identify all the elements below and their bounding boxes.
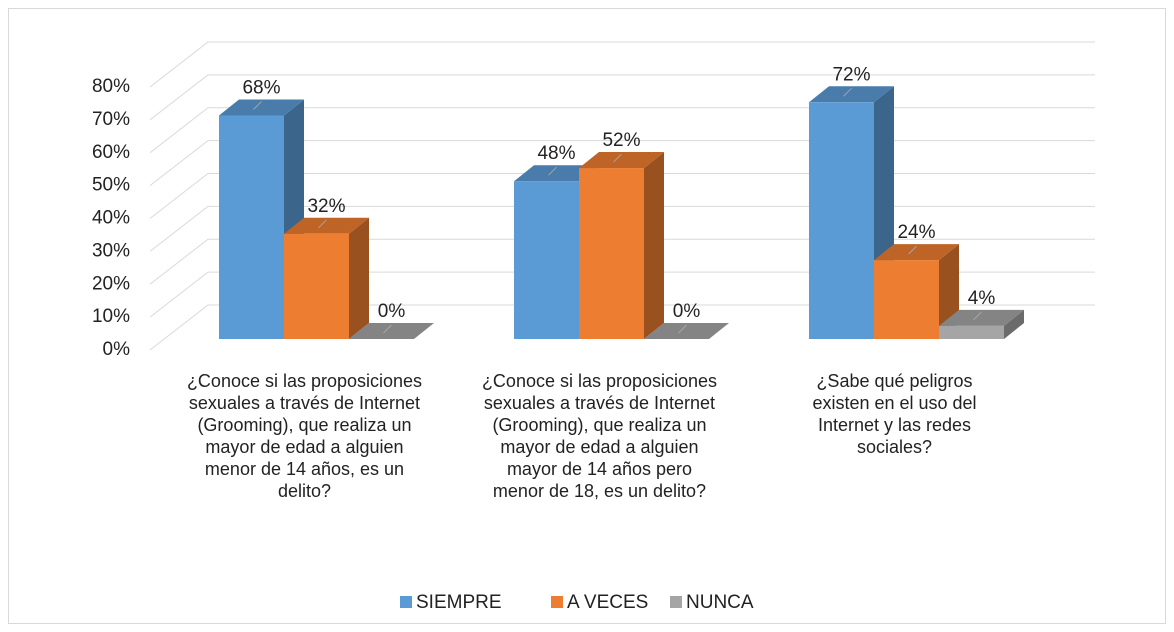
bar-top — [514, 165, 599, 182]
legend-label: SIEMPRE — [416, 592, 502, 613]
bar — [874, 260, 939, 339]
bar — [939, 325, 1004, 339]
data-label: 0% — [378, 301, 406, 322]
grid-line — [149, 41, 1095, 88]
grid-line — [149, 238, 1095, 285]
label-leader — [318, 219, 327, 229]
y-tick-label: 30% — [92, 240, 130, 261]
y-tick-label: 0% — [103, 339, 131, 360]
y-tick-label: 70% — [92, 109, 130, 130]
bar-top — [579, 152, 664, 169]
legend-swatch — [400, 596, 412, 608]
y-tick-label: 60% — [92, 142, 130, 163]
bar — [809, 102, 874, 339]
y-tick-label: 80% — [92, 76, 130, 97]
x-tick-label: ¿Conoce si las proposiciones sexuales a … — [186, 371, 423, 501]
y-tick-label: 10% — [92, 306, 130, 327]
data-label: 4% — [968, 288, 996, 309]
bar-side — [349, 217, 369, 339]
y-tick-label: 40% — [92, 208, 130, 229]
bar-top — [644, 323, 729, 339]
data-label: 0% — [673, 301, 701, 322]
bar-top — [284, 217, 369, 234]
grid-line — [149, 304, 1095, 351]
grid-line — [149, 271, 1095, 318]
bar-side — [1004, 309, 1024, 339]
grid-line — [149, 107, 1095, 154]
x-tick-label: ¿Sabe qué peligros existen en el uso del… — [812, 371, 977, 457]
bar — [579, 168, 644, 339]
bar — [219, 115, 284, 339]
bar-side — [644, 152, 664, 339]
label-leader — [548, 166, 557, 176]
grid-line — [149, 173, 1095, 219]
grid-line — [149, 140, 1095, 187]
legend-swatch — [670, 596, 682, 608]
label-leader — [383, 324, 392, 334]
data-label: 48% — [537, 143, 575, 164]
grid-line — [149, 205, 1095, 252]
y-tick-label: 50% — [92, 175, 130, 196]
data-label: 68% — [242, 77, 280, 98]
label-leader — [908, 245, 917, 255]
y-tick-label: 20% — [92, 273, 130, 294]
data-label: 52% — [602, 130, 640, 151]
legend-label: NUNCA — [686, 592, 754, 613]
bar-top — [939, 309, 1024, 326]
bar-top — [874, 244, 959, 261]
bar — [284, 233, 349, 339]
bar — [514, 181, 579, 339]
data-label: 72% — [832, 64, 870, 85]
bar-top — [219, 99, 304, 116]
grid-line — [149, 74, 1095, 121]
bar-top — [349, 323, 434, 339]
legend-swatch — [551, 596, 563, 608]
bar-top — [809, 86, 894, 103]
label-leader — [843, 87, 852, 97]
label-leader — [613, 153, 622, 163]
legend-label: A VECES — [567, 592, 648, 613]
data-label: 24% — [897, 222, 935, 243]
data-label: 32% — [307, 196, 345, 217]
x-tick-label: ¿Conoce si las proposiciones sexuales a … — [481, 371, 718, 501]
label-leader — [973, 311, 982, 321]
label-leader — [253, 101, 262, 110]
label-leader — [678, 324, 687, 334]
